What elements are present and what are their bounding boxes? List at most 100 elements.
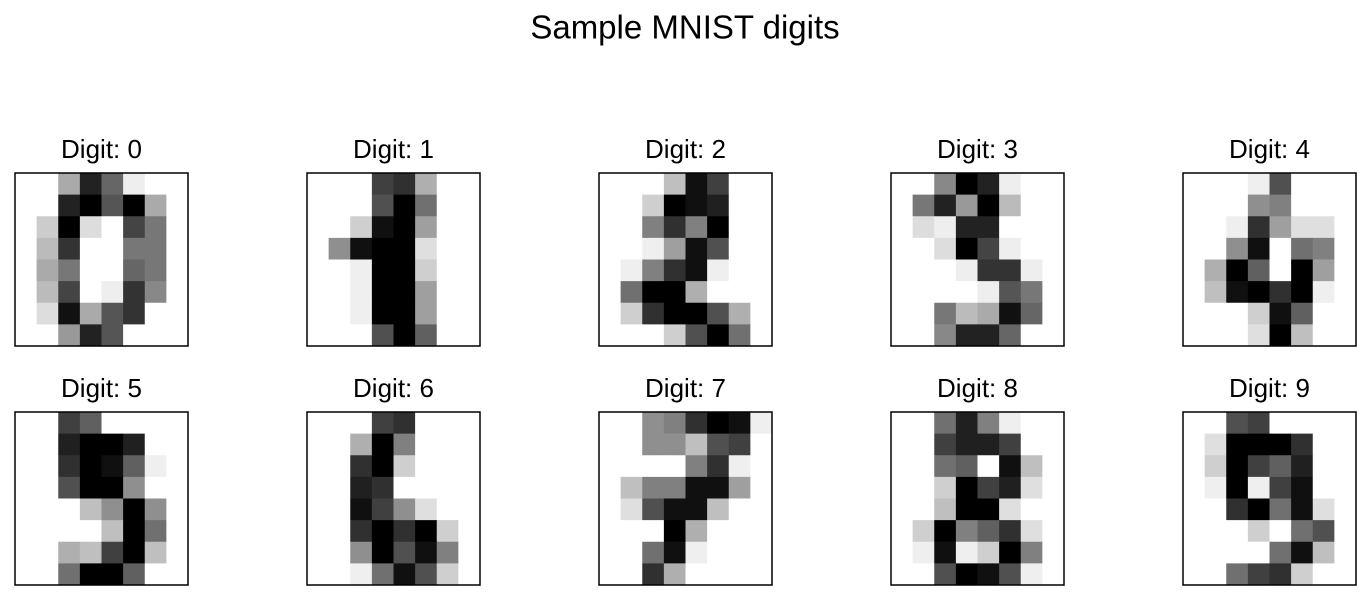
pixel xyxy=(1226,498,1249,521)
panel-frame xyxy=(890,411,1065,586)
pixel xyxy=(599,173,622,196)
pixel xyxy=(1183,563,1206,586)
pixel xyxy=(685,455,708,478)
pixel xyxy=(307,563,330,586)
panel-title: Digit: 7 xyxy=(645,373,726,403)
pixel xyxy=(977,302,1000,325)
pixel xyxy=(1204,412,1227,435)
pixel xyxy=(58,237,81,260)
pixel xyxy=(1226,520,1249,543)
pixel xyxy=(328,455,351,478)
pixel xyxy=(685,216,708,239)
pixel xyxy=(458,563,481,586)
pixel xyxy=(436,281,459,304)
pixel xyxy=(123,216,146,239)
pixel xyxy=(891,498,914,521)
pixel xyxy=(144,216,167,239)
pixel xyxy=(1183,259,1206,282)
pixel xyxy=(1269,324,1292,347)
pixel xyxy=(101,259,124,282)
pixel xyxy=(1269,194,1292,217)
pixel xyxy=(79,520,102,543)
pixel xyxy=(58,563,81,586)
pixel xyxy=(458,194,481,217)
pixel xyxy=(1247,433,1270,456)
pixel xyxy=(642,541,665,564)
pixel xyxy=(328,194,351,217)
pixel xyxy=(977,281,1000,304)
pixel xyxy=(1312,563,1335,586)
pixel xyxy=(728,498,751,521)
pixel xyxy=(1334,455,1357,478)
pixel xyxy=(707,412,730,435)
pixel xyxy=(1204,476,1227,499)
pixel xyxy=(1042,216,1065,239)
pixel xyxy=(685,412,708,435)
pixel xyxy=(891,237,914,260)
pixel xyxy=(642,216,665,239)
pixel xyxy=(955,173,978,196)
pixel xyxy=(891,476,914,499)
pixel xyxy=(307,324,330,347)
pixel xyxy=(1020,412,1043,435)
panel-frame xyxy=(306,172,481,347)
pixel xyxy=(36,476,59,499)
pixel xyxy=(1291,433,1314,456)
pixel xyxy=(101,498,124,521)
pixel xyxy=(371,412,394,435)
figure-title: Sample MNIST digits xyxy=(530,9,839,46)
pixel xyxy=(144,194,167,217)
pixel xyxy=(1291,476,1314,499)
pixel xyxy=(307,259,330,282)
pixel xyxy=(350,194,373,217)
pixel xyxy=(101,455,124,478)
pixel xyxy=(912,281,935,304)
pixel xyxy=(15,216,38,239)
pixel xyxy=(707,563,730,586)
pixel xyxy=(642,302,665,325)
pixel xyxy=(685,194,708,217)
pixel xyxy=(663,433,686,456)
panel-title: Digit: 3 xyxy=(937,134,1018,164)
pixel xyxy=(912,216,935,239)
pixel xyxy=(1204,541,1227,564)
pixel xyxy=(750,563,773,586)
pixel xyxy=(458,541,481,564)
pixel xyxy=(620,498,643,521)
pixel xyxy=(101,216,124,239)
pixel xyxy=(458,455,481,478)
pixel xyxy=(415,498,438,521)
pixel xyxy=(999,194,1022,217)
pixel xyxy=(458,520,481,543)
pixel xyxy=(415,520,438,543)
pixel xyxy=(1204,237,1227,260)
pixel xyxy=(1042,433,1065,456)
pixel xyxy=(728,541,751,564)
pixel xyxy=(101,324,124,347)
pixel xyxy=(393,476,416,499)
pixel xyxy=(663,541,686,564)
pixel xyxy=(15,194,38,217)
pixel xyxy=(934,412,957,435)
panel-frame xyxy=(890,172,1065,347)
pixel xyxy=(458,302,481,325)
pixel xyxy=(1269,498,1292,521)
pixel xyxy=(79,541,102,564)
panel-title: Digit: 1 xyxy=(353,134,434,164)
pixel xyxy=(642,455,665,478)
pixel xyxy=(1020,237,1043,260)
pixel xyxy=(977,498,1000,521)
pixel xyxy=(1334,433,1357,456)
pixel xyxy=(977,433,1000,456)
pixel xyxy=(1183,302,1206,325)
pixel xyxy=(307,498,330,521)
pixel xyxy=(891,455,914,478)
pixel xyxy=(1291,259,1314,282)
pixel xyxy=(79,455,102,478)
pixel xyxy=(663,476,686,499)
pixel xyxy=(955,541,978,564)
pixel xyxy=(58,194,81,217)
pixel xyxy=(955,476,978,499)
pixel xyxy=(934,237,957,260)
pixel xyxy=(642,173,665,196)
